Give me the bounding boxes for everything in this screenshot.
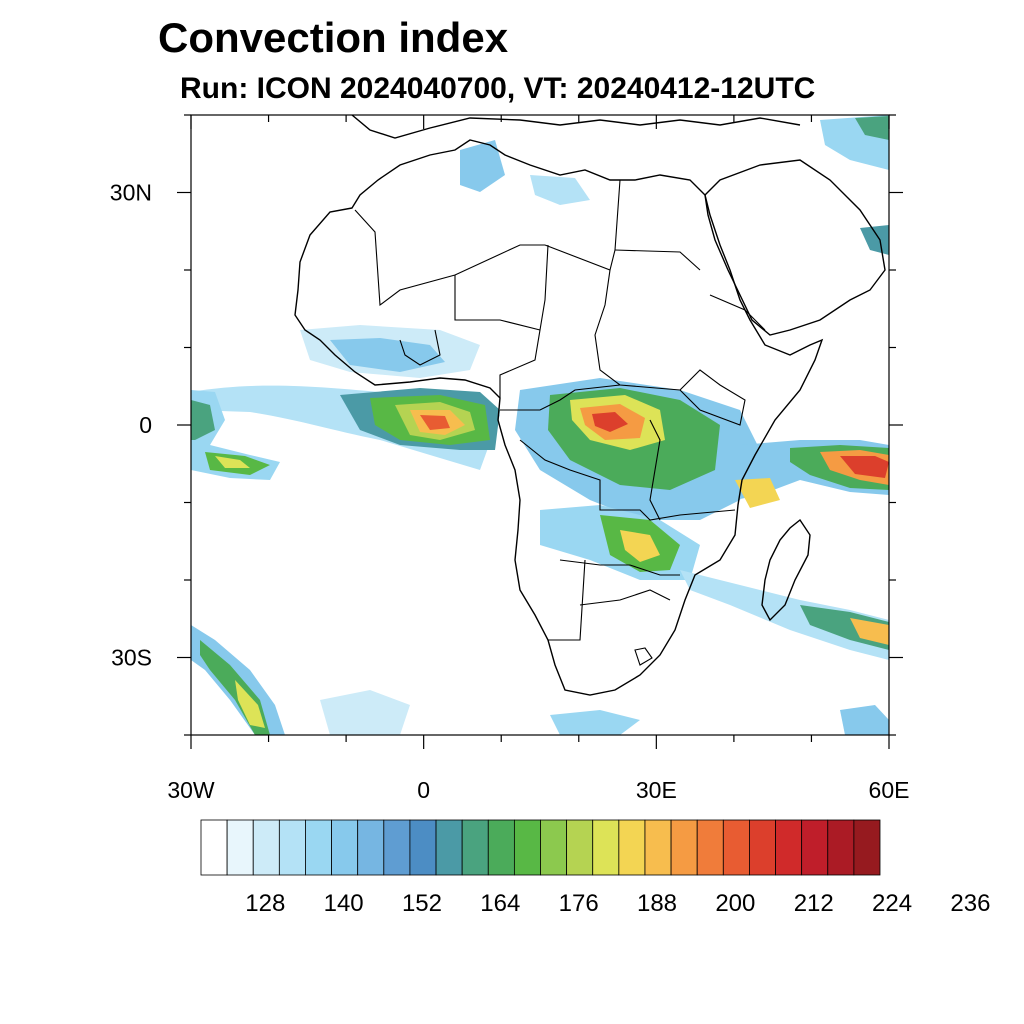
colorbar-swatch [644, 819, 672, 876]
colorbar-swatch [775, 819, 803, 876]
colorbar-swatch [566, 819, 594, 876]
colorbar-label: 188 [637, 890, 677, 917]
colorbar-swatch [722, 819, 750, 876]
y-tick-label: 30S [111, 645, 152, 671]
colorbar-swatch [435, 819, 463, 876]
y-tick-label: 0 [139, 412, 152, 438]
x-tick-label: 0 [417, 777, 430, 803]
colorbar-swatch [252, 819, 280, 876]
colorbar-swatch [749, 819, 776, 876]
x-tick-label: 30W [167, 777, 215, 803]
europe-coastline [351, 115, 801, 139]
country-borders [354, 179, 766, 666]
colorbar-swatch [226, 819, 254, 876]
colorbar-label: 236 [950, 890, 990, 917]
arabia-coastline [704, 159, 886, 336]
colorbar-swatch [409, 819, 437, 876]
chart-title: Convection index [158, 14, 509, 61]
colorbar-swatch [801, 819, 829, 876]
colorbar-swatch [278, 819, 306, 876]
colorbar-label: 152 [402, 890, 442, 917]
africa-coastline [294, 139, 824, 696]
colorbar-label: 164 [480, 890, 520, 917]
colorbar-swatch [461, 819, 489, 876]
colorbar-label: 176 [559, 890, 599, 917]
colorbar-swatch [540, 819, 568, 876]
colorbar-swatch [305, 819, 332, 876]
colorbar-swatch [383, 819, 411, 876]
x-tick-label: 30E [636, 777, 677, 803]
colorbar-swatch [487, 819, 515, 876]
colorbar-swatch [618, 819, 646, 876]
colorbar-swatch [592, 819, 620, 876]
y-tick-label: 30N [110, 180, 152, 206]
axis-ticks [177, 114, 903, 749]
convection-field [191, 115, 889, 735]
colorbar-swatch [513, 819, 541, 876]
axis-labels: 30W 0 30E 60E 30N 0 30S [110, 180, 910, 804]
colorbar [200, 819, 881, 876]
colorbar-swatch [827, 819, 855, 876]
madagascar-coastline [761, 518, 811, 622]
x-tick-label: 60E [869, 777, 910, 803]
colorbar-labels: 128 140 152 164 176 188 200 212 224 236 [245, 890, 990, 917]
colorbar-swatch [696, 819, 724, 876]
colorbar-swatch [331, 819, 359, 876]
colorbar-swatch [853, 819, 881, 876]
colorbar-swatch [357, 819, 385, 876]
colorbar-label: 140 [324, 890, 364, 917]
colorbar-label: 200 [715, 890, 755, 917]
colorbar-swatch [200, 819, 228, 876]
colorbar-label: 128 [245, 890, 285, 917]
coastlines [294, 115, 886, 696]
colorbar-swatch [670, 819, 698, 876]
chart-subtitle: Run: ICON 2024040700, VT: 20240412-12UTC [180, 72, 816, 105]
colorbar-label: 224 [872, 890, 912, 917]
colorbar-label: 212 [794, 890, 834, 917]
